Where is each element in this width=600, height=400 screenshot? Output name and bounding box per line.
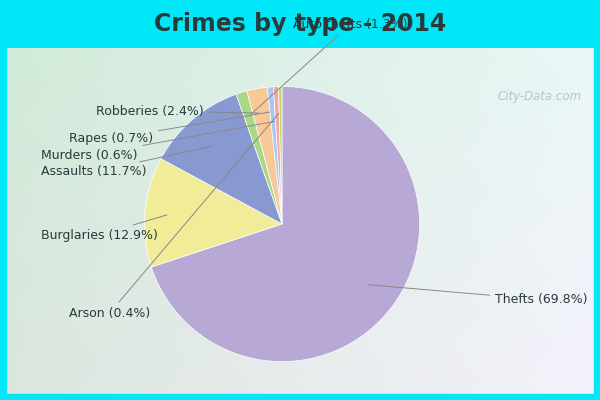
FancyBboxPatch shape xyxy=(0,394,600,400)
Text: Auto thefts (1.3%): Auto thefts (1.3%) xyxy=(251,18,407,114)
Text: Robberies (2.4%): Robberies (2.4%) xyxy=(96,105,259,118)
Text: City-Data.com: City-Data.com xyxy=(498,90,582,103)
Wedge shape xyxy=(236,91,282,224)
Wedge shape xyxy=(247,87,282,224)
Wedge shape xyxy=(151,86,419,362)
Text: Thefts (69.8%): Thefts (69.8%) xyxy=(368,285,588,306)
Text: Burglaries (12.9%): Burglaries (12.9%) xyxy=(41,215,167,242)
Wedge shape xyxy=(161,94,282,224)
Wedge shape xyxy=(145,159,282,267)
Text: Crimes by type - 2014: Crimes by type - 2014 xyxy=(154,12,446,36)
FancyBboxPatch shape xyxy=(594,48,600,400)
Wedge shape xyxy=(268,87,282,224)
Text: Arson (0.4%): Arson (0.4%) xyxy=(69,113,279,320)
Text: Murders (0.6%): Murders (0.6%) xyxy=(41,121,275,162)
Text: Rapes (0.7%): Rapes (0.7%) xyxy=(69,112,269,145)
Wedge shape xyxy=(278,86,282,224)
Text: Assaults (11.7%): Assaults (11.7%) xyxy=(41,146,212,178)
FancyBboxPatch shape xyxy=(0,48,6,400)
Wedge shape xyxy=(274,86,282,224)
